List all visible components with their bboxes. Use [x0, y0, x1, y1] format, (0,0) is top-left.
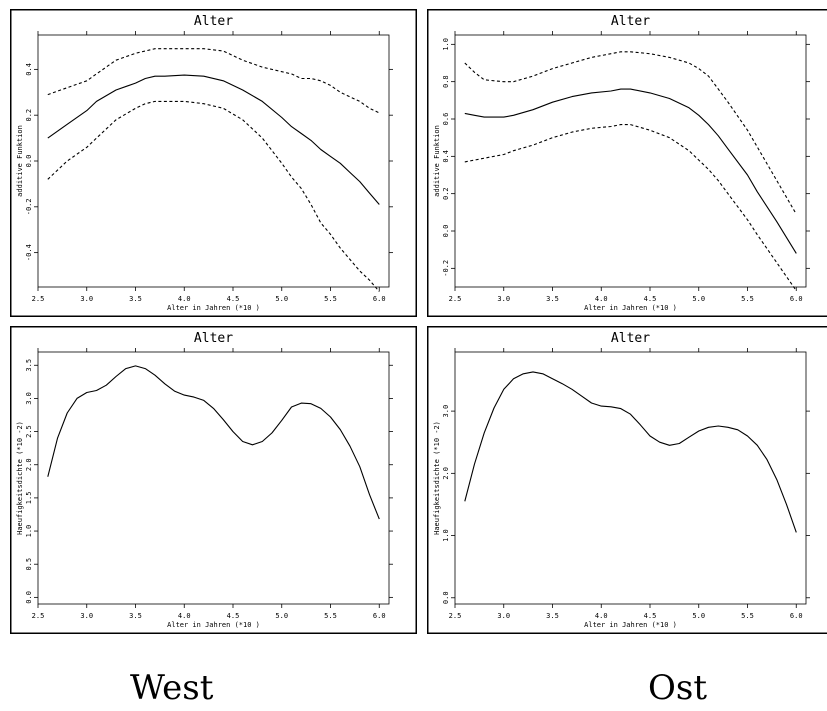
x-axis-label: Alter in Jahren (*10 ) [167, 304, 260, 312]
x-tick-label: 5.5 [741, 612, 754, 620]
y-tick-label: 0.2 [442, 187, 450, 200]
chart-panel-ost-additive: Alter 2.5 3.0 3.5 4.0 4.5 5.0 5.5 6.0 Alter in Ja… [427, 9, 827, 317]
x-tick-label: 3.0 [497, 612, 510, 620]
x-tick-label: 2.5 [449, 612, 462, 620]
x-tick-label: 3.0 [80, 295, 93, 303]
chart-svg: Alter 2.5 3.0 3.5 4.0 4.5 5.0 5.5 6.0 Alter in Ja… [427, 326, 827, 634]
estimate-line [47, 365, 380, 520]
x-tick-label: 4.5 [227, 295, 240, 303]
y-tick-label: 1.5 [25, 492, 33, 505]
x-tick-label: 4.0 [595, 612, 608, 620]
x-tick-label: 5.5 [324, 295, 337, 303]
y-tick-label: -0.2 [442, 260, 450, 277]
x-tick-label: 3.5 [129, 295, 142, 303]
confidence-band-line [47, 48, 380, 114]
y-tick-label: 1.0 [25, 525, 33, 538]
y-tick-label: 0.0 [442, 225, 450, 238]
y-tick-label: 2.5 [25, 425, 33, 438]
x-tick-label: 3.5 [546, 295, 559, 303]
y-tick-label: 3.0 [442, 405, 450, 418]
chart-panel-west-additive: Alter 2.5 3.0 3.5 4.0 4.5 5.0 5.5 6.0 Alter in Ja… [10, 9, 417, 317]
panel-frame [10, 326, 417, 634]
x-axis-label: Alter in Jahren (*10 ) [167, 621, 260, 629]
x-tick-label: 5.5 [324, 612, 337, 620]
confidence-band-line [464, 51, 797, 215]
estimate-line [464, 371, 797, 533]
chart-title: Alter [611, 14, 650, 29]
panel-frame [10, 9, 417, 317]
panel-frame [427, 9, 827, 317]
y-tick-label: 0.2 [25, 109, 33, 122]
y-tick-label: 1.0 [442, 529, 450, 542]
y-axis-label: Haeufigkeitsdichte (*10 -2) [433, 421, 441, 535]
estimate-line [464, 88, 797, 254]
y-tick-label: 2.0 [25, 458, 33, 471]
y-tick-label: 2.0 [442, 467, 450, 480]
x-tick-label: 5.0 [275, 612, 288, 620]
x-tick-label: 3.0 [80, 612, 93, 620]
label-west: West [130, 668, 214, 708]
x-axis-label: Alter in Jahren (*10 ) [584, 621, 677, 629]
plot-area [454, 351, 807, 605]
chart-svg: Alter 2.5 3.0 3.5 4.0 4.5 5.0 5.5 6.0 Alter in Ja… [427, 9, 827, 317]
plot-area [454, 34, 807, 288]
y-tick-label: 0.5 [25, 558, 33, 571]
x-tick-label: 3.5 [546, 612, 559, 620]
chart-title: Alter [194, 14, 233, 29]
x-tick-label: 6.0 [790, 612, 803, 620]
estimate-line [47, 74, 380, 205]
x-tick-label: 6.0 [373, 612, 386, 620]
x-tick-label: 2.5 [32, 295, 45, 303]
y-tick-label: 0.0 [25, 155, 33, 168]
x-tick-label: 5.0 [692, 612, 705, 620]
chart-panel-ost-density: Alter 2.5 3.0 3.5 4.0 4.5 5.0 5.5 6.0 Alter in Ja… [427, 326, 827, 634]
chart-title: Alter [611, 331, 650, 346]
x-tick-label: 3.5 [129, 612, 142, 620]
x-tick-label: 5.0 [692, 295, 705, 303]
y-axis-label: additive Funktion [433, 125, 441, 197]
x-tick-label: 4.5 [227, 612, 240, 620]
y-tick-label: 3.0 [25, 392, 33, 405]
x-tick-label: 2.5 [32, 612, 45, 620]
y-tick-label: -0.2 [25, 198, 33, 215]
y-tick-label: 0.4 [442, 150, 450, 163]
y-axis-label: additive Funktion [16, 125, 24, 197]
x-tick-label: 2.5 [449, 295, 462, 303]
y-tick-label: 0.4 [25, 63, 33, 76]
x-tick-label: 5.5 [741, 295, 754, 303]
panel-frame [427, 326, 827, 634]
x-tick-label: 5.0 [275, 295, 288, 303]
confidence-band-line [47, 100, 380, 292]
x-tick-label: 6.0 [373, 295, 386, 303]
chart-panel-west-density: Alter 2.5 3.0 3.5 4.0 4.5 5.0 5.5 6.0 Alter in Ja… [10, 326, 417, 634]
chart-svg: Alter 2.5 3.0 3.5 4.0 4.5 5.0 5.5 6.0 Alter in Ja… [10, 9, 417, 317]
y-tick-label: 0.8 [442, 75, 450, 88]
chart-svg: Alter 2.5 3.0 3.5 4.0 4.5 5.0 5.5 6.0 Alter in Ja… [10, 326, 417, 634]
y-tick-label: 1.0 [442, 38, 450, 51]
x-tick-label: 3.0 [497, 295, 510, 303]
x-tick-label: 4.0 [178, 295, 191, 303]
y-tick-label: 0.6 [442, 113, 450, 126]
plot-area [37, 351, 390, 605]
chart-title: Alter [194, 331, 233, 346]
y-axis-label: Haeufigkeitsdichte (*10 -2) [16, 421, 24, 535]
x-tick-label: 4.0 [178, 612, 191, 620]
label-ost: Ost [648, 668, 707, 708]
y-tick-label: 0.0 [25, 591, 33, 604]
x-tick-label: 4.0 [595, 295, 608, 303]
x-axis-label: Alter in Jahren (*10 ) [584, 304, 677, 312]
x-tick-label: 4.5 [644, 612, 657, 620]
y-tick-label: 3.5 [25, 359, 33, 372]
confidence-band-line [464, 124, 797, 292]
x-tick-label: 4.5 [644, 295, 657, 303]
y-tick-label: 0.0 [442, 591, 450, 604]
y-tick-label: -0.4 [25, 244, 33, 261]
x-tick-label: 6.0 [790, 295, 803, 303]
